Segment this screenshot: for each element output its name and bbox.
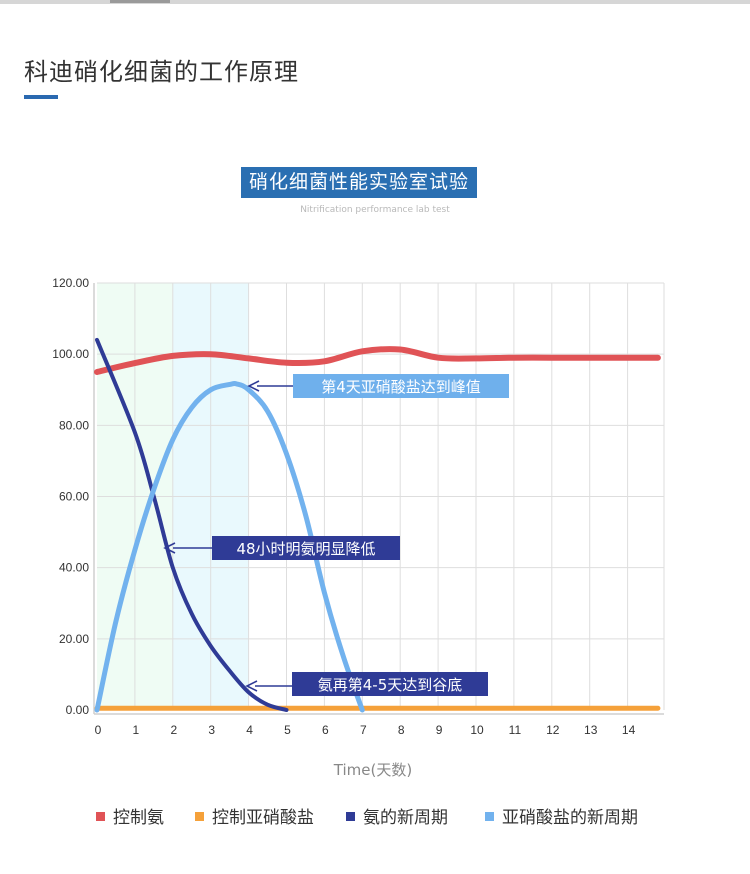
x-axis-label: Time(天数) <box>333 761 412 779</box>
x-tick-label: 11 <box>509 723 522 737</box>
annotation-box <box>293 374 509 398</box>
ammonia-new-cycle-line <box>95 337 289 712</box>
legend-swatch <box>485 812 494 821</box>
annotation-text: 第4天亚硝酸盐达到峰值 <box>321 378 481 396</box>
arrow-head-icon <box>163 542 176 554</box>
x-tick-label: 8 <box>398 723 405 737</box>
page-title: 科迪硝化细菌的工作原理 <box>24 58 299 86</box>
annotation-text: 48小时明氨明显降低 <box>236 540 375 558</box>
x-tick-label: 1 <box>133 723 140 737</box>
annotation-ammonia-trough: 氨再第4-5天达到谷底 <box>245 672 488 696</box>
legend-item: 氨的新周期 <box>346 808 448 828</box>
x-tick-label: 12 <box>546 723 560 737</box>
title-accent-bar <box>24 95 58 99</box>
annotation-ammonia-drop: 48小时明氨明显降低 <box>163 536 400 560</box>
x-tick-label: 10 <box>470 723 484 737</box>
legend-swatch <box>96 812 105 821</box>
legend-label: 氨的新周期 <box>363 808 448 828</box>
x-tick-label: 14 <box>622 723 636 737</box>
legend-item: 亚硝酸盐的新周期 <box>485 808 638 828</box>
y-tick-label: 80.00 <box>59 418 89 432</box>
annotation-box <box>212 536 400 560</box>
arrow-head-icon <box>245 680 258 692</box>
legend-item: 控制亚硝酸盐 <box>195 808 314 828</box>
legend-swatch <box>346 812 355 821</box>
y-tick-label: 120.00 <box>52 276 89 290</box>
y-tick-label: 0.00 <box>66 703 90 717</box>
arrow-head-icon <box>247 380 260 392</box>
x-tick-label: 6 <box>322 723 329 737</box>
y-tick-label: 20.00 <box>59 632 89 646</box>
chart-subtitle: Nitrification performance lab test <box>300 205 450 215</box>
x-tick-label: 5 <box>284 723 291 737</box>
annotation-box <box>292 672 488 696</box>
legend-item: 控制氨 <box>96 808 164 828</box>
x-tick-label: 2 <box>170 723 177 737</box>
x-tick-label: 13 <box>584 723 598 737</box>
x-tick-label: 9 <box>436 723 443 737</box>
legend-label: 控制亚硝酸盐 <box>212 808 314 828</box>
annotation-text: 氨再第4-5天达到谷底 <box>318 676 463 694</box>
chart-title: 硝化细菌性能实验室试验 <box>241 167 478 198</box>
x-tick-label: 7 <box>360 723 367 737</box>
x-tick-label: 0 <box>95 723 102 737</box>
y-tick-label: 60.00 <box>59 490 89 504</box>
legend-label: 亚硝酸盐的新周期 <box>502 808 638 828</box>
y-tick-label: 100.00 <box>52 347 89 361</box>
legend-swatch <box>195 812 204 821</box>
legend-label: 控制氨 <box>113 808 164 828</box>
top-border-highlight <box>110 0 170 3</box>
x-tick-label: 3 <box>208 723 215 737</box>
x-tick-label: 4 <box>246 723 253 737</box>
control-ammonia-line <box>94 346 661 375</box>
top-border <box>0 0 750 4</box>
annotation-nitrite-peak: 第4天亚硝酸盐达到峰值 <box>247 374 509 398</box>
y-tick-label: 40.00 <box>59 561 89 575</box>
